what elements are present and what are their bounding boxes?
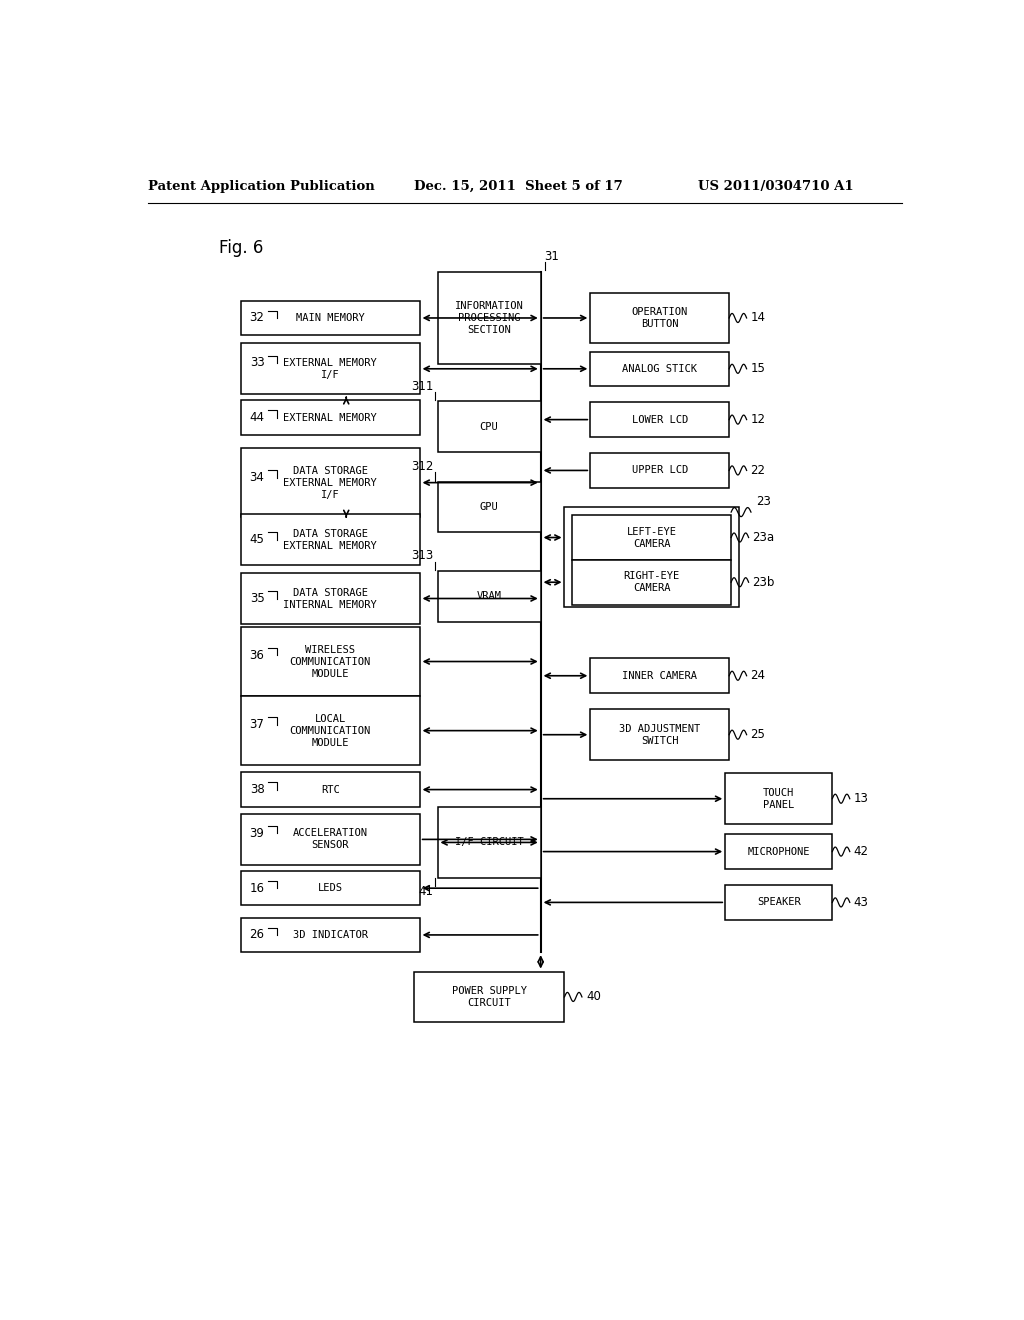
Text: 35: 35 xyxy=(250,591,264,605)
Text: 37: 37 xyxy=(250,718,264,731)
FancyBboxPatch shape xyxy=(590,293,729,343)
FancyBboxPatch shape xyxy=(590,351,729,385)
Text: EXTERNAL MEMORY: EXTERNAL MEMORY xyxy=(284,413,377,422)
FancyBboxPatch shape xyxy=(590,403,729,437)
Text: 39: 39 xyxy=(250,826,264,840)
Text: OPERATION
BUTTON: OPERATION BUTTON xyxy=(632,308,688,329)
Text: LOWER LCD: LOWER LCD xyxy=(632,414,688,425)
Text: 15: 15 xyxy=(751,362,766,375)
Text: RIGHT-EYE
CAMERA: RIGHT-EYE CAMERA xyxy=(624,572,680,593)
Text: INNER CAMERA: INNER CAMERA xyxy=(623,671,697,681)
FancyBboxPatch shape xyxy=(241,447,420,517)
Text: WIRELESS
COMMUNICATION
MODULE: WIRELESS COMMUNICATION MODULE xyxy=(290,644,371,678)
FancyBboxPatch shape xyxy=(590,453,729,487)
Text: Patent Application Publication: Patent Application Publication xyxy=(147,180,375,193)
Text: 32: 32 xyxy=(250,312,264,325)
Text: Dec. 15, 2011  Sheet 5 of 17: Dec. 15, 2011 Sheet 5 of 17 xyxy=(414,180,623,193)
Text: RTC: RTC xyxy=(321,784,340,795)
Text: DATA STORAGE
EXTERNAL MEMORY
I/F: DATA STORAGE EXTERNAL MEMORY I/F xyxy=(284,466,377,500)
Text: 36: 36 xyxy=(250,649,264,661)
FancyBboxPatch shape xyxy=(572,560,731,605)
FancyBboxPatch shape xyxy=(241,772,420,807)
Text: LEDS: LEDS xyxy=(317,883,343,894)
Text: SPEAKER: SPEAKER xyxy=(757,898,801,907)
FancyBboxPatch shape xyxy=(437,807,541,878)
Text: VRAM: VRAM xyxy=(476,591,502,602)
Text: DATA STORAGE
EXTERNAL MEMORY: DATA STORAGE EXTERNAL MEMORY xyxy=(284,528,377,550)
Text: EXTERNAL MEMORY
I/F: EXTERNAL MEMORY I/F xyxy=(284,358,377,380)
Text: GPU: GPU xyxy=(479,502,499,512)
Text: MICROPHONE: MICROPHONE xyxy=(748,846,810,857)
FancyBboxPatch shape xyxy=(241,515,420,565)
Text: 14: 14 xyxy=(751,312,766,325)
Text: 16: 16 xyxy=(250,882,264,895)
Text: 45: 45 xyxy=(250,533,264,546)
Text: 33: 33 xyxy=(250,356,264,370)
Text: 44: 44 xyxy=(250,411,264,424)
FancyBboxPatch shape xyxy=(437,272,541,364)
Text: 31: 31 xyxy=(545,251,559,264)
Text: UPPER LCD: UPPER LCD xyxy=(632,466,688,475)
FancyBboxPatch shape xyxy=(725,886,833,920)
Text: 12: 12 xyxy=(751,413,766,426)
FancyBboxPatch shape xyxy=(241,917,420,952)
Text: 26: 26 xyxy=(250,928,264,941)
Text: 43: 43 xyxy=(854,896,868,909)
Text: 24: 24 xyxy=(751,669,766,682)
Text: 25: 25 xyxy=(751,729,766,742)
FancyBboxPatch shape xyxy=(590,659,729,693)
Text: ACCELERATION
SENSOR: ACCELERATION SENSOR xyxy=(293,829,368,850)
FancyBboxPatch shape xyxy=(437,572,541,622)
Text: 23a: 23a xyxy=(753,531,775,544)
Text: 34: 34 xyxy=(250,471,264,484)
Text: 38: 38 xyxy=(250,783,264,796)
FancyBboxPatch shape xyxy=(437,401,541,453)
Text: ANALOG STICK: ANALOG STICK xyxy=(623,364,697,374)
FancyBboxPatch shape xyxy=(564,507,739,607)
FancyBboxPatch shape xyxy=(241,343,420,395)
Text: LEFT-EYE
CAMERA: LEFT-EYE CAMERA xyxy=(627,527,677,549)
FancyBboxPatch shape xyxy=(241,301,420,335)
FancyBboxPatch shape xyxy=(725,774,833,824)
FancyBboxPatch shape xyxy=(437,482,541,532)
FancyBboxPatch shape xyxy=(241,814,420,865)
Text: 311: 311 xyxy=(412,380,433,392)
Text: 42: 42 xyxy=(854,845,868,858)
Text: 3D ADJUSTMENT
SWITCH: 3D ADJUSTMENT SWITCH xyxy=(620,723,700,746)
Text: Fig. 6: Fig. 6 xyxy=(219,239,263,257)
Text: 312: 312 xyxy=(412,459,433,473)
Text: LOCAL
COMMUNICATION
MODULE: LOCAL COMMUNICATION MODULE xyxy=(290,714,371,747)
FancyBboxPatch shape xyxy=(241,871,420,906)
Text: 40: 40 xyxy=(586,990,601,1003)
FancyBboxPatch shape xyxy=(414,972,564,1022)
FancyBboxPatch shape xyxy=(241,400,420,434)
FancyBboxPatch shape xyxy=(590,709,729,760)
Text: CPU: CPU xyxy=(479,421,499,432)
Text: 313: 313 xyxy=(412,549,433,562)
Text: I/F CIRCUIT: I/F CIRCUIT xyxy=(455,837,523,847)
Text: 23: 23 xyxy=(757,495,771,508)
FancyBboxPatch shape xyxy=(725,834,833,869)
Text: 41: 41 xyxy=(419,884,433,898)
FancyBboxPatch shape xyxy=(572,515,731,560)
Text: 3D INDICATOR: 3D INDICATOR xyxy=(293,929,368,940)
Text: MAIN MEMORY: MAIN MEMORY xyxy=(296,313,365,323)
Text: 13: 13 xyxy=(854,792,868,805)
Text: US 2011/0304710 A1: US 2011/0304710 A1 xyxy=(697,180,853,193)
Text: POWER SUPPLY
CIRCUIT: POWER SUPPLY CIRCUIT xyxy=(452,986,526,1008)
Text: 22: 22 xyxy=(751,463,766,477)
Text: TOUCH
PANEL: TOUCH PANEL xyxy=(763,788,795,809)
Text: DATA STORAGE
INTERNAL MEMORY: DATA STORAGE INTERNAL MEMORY xyxy=(284,587,377,610)
FancyBboxPatch shape xyxy=(241,627,420,696)
Text: INFORMATION
PROCESSING
SECTION: INFORMATION PROCESSING SECTION xyxy=(455,301,523,335)
FancyBboxPatch shape xyxy=(241,696,420,766)
FancyBboxPatch shape xyxy=(241,573,420,624)
Text: 23b: 23b xyxy=(753,576,775,589)
